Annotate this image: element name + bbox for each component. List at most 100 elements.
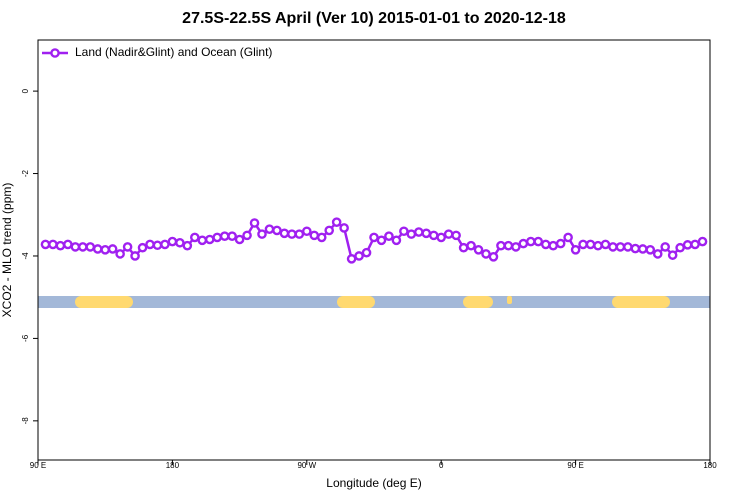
data-point: [518, 238, 529, 249]
data-point: [443, 229, 454, 239]
data-point: [272, 225, 282, 236]
data-point: [219, 231, 230, 241]
data-point: [160, 239, 170, 250]
data-point: [660, 242, 671, 252]
data-point: [503, 240, 514, 251]
y-tick-label: -2: [21, 169, 30, 177]
data-point: [264, 224, 275, 234]
data-point: [78, 242, 88, 252]
data-point: [384, 231, 394, 241]
data-point: [511, 242, 521, 252]
data-point: [481, 249, 491, 259]
data-point: [197, 235, 208, 246]
y-tick-label: -8: [21, 417, 30, 425]
data-point: [324, 225, 335, 236]
data-point: [451, 230, 461, 241]
data-point: [175, 237, 185, 248]
data-point: [540, 239, 551, 250]
data-point: [593, 240, 603, 251]
data-point: [533, 236, 544, 247]
data-point: [152, 240, 163, 251]
x-tick-label: 90 E: [30, 461, 46, 470]
data-point: [473, 244, 484, 255]
data-point: [182, 240, 193, 251]
x-tick-label: 0: [439, 461, 444, 470]
data-point: [488, 252, 499, 262]
data-point: [428, 230, 439, 241]
data-point: [55, 240, 66, 251]
x-tick-label: 180: [166, 461, 180, 470]
x-tick-label: 180: [703, 461, 717, 470]
land-band: [337, 296, 375, 308]
land-ocean-band: [38, 296, 710, 308]
data-point: [257, 229, 267, 239]
data-point: [645, 244, 656, 255]
land-band: [507, 296, 512, 304]
data-point: [316, 232, 327, 243]
data-point: [301, 226, 312, 237]
data-point: [682, 240, 693, 250]
data-point: [406, 229, 417, 239]
data-point: [570, 244, 581, 255]
data-point: [309, 230, 320, 241]
data-point: [421, 228, 432, 239]
data-point: [548, 240, 559, 251]
data-point: [242, 230, 252, 241]
data-point: [287, 229, 297, 239]
land-band: [612, 296, 670, 308]
data-point: [361, 247, 372, 258]
x-axis-label: Longitude (deg E): [326, 476, 421, 490]
data-point: [413, 227, 424, 237]
data-point: [638, 244, 648, 254]
data-point: [376, 235, 387, 246]
data-point: [122, 242, 133, 252]
data-point: [145, 239, 155, 250]
data-point: [436, 232, 447, 243]
data-point: [623, 242, 633, 252]
data-point: [526, 236, 536, 247]
data-point: [212, 232, 222, 243]
data-point: [399, 226, 409, 237]
y-axis-label: XCO2 - MLO trend (ppm): [0, 183, 14, 318]
data-point: [227, 231, 237, 241]
y-tick-label: -6: [21, 334, 30, 342]
data-point: [675, 242, 685, 253]
x-tick-label: 90 W: [297, 461, 316, 470]
data-point: [294, 229, 305, 239]
x-tick-label: 90 E: [567, 461, 583, 470]
data-point: [690, 239, 700, 250]
data-point: [391, 235, 402, 246]
data-point: [130, 251, 140, 261]
data-point: [585, 239, 596, 250]
plot-frame: [37, 39, 711, 461]
chart-title: 27.5S-22.5S April (Ver 10) 2015-01-01 to…: [182, 10, 566, 27]
data-point: [608, 242, 618, 252]
data-point: [354, 251, 364, 261]
data-point: [667, 250, 678, 260]
data-point: [630, 243, 641, 254]
data-point: [204, 234, 215, 245]
y-tick-label: -4: [21, 252, 30, 260]
land-band: [75, 296, 133, 308]
data-point: [346, 254, 357, 264]
data-point: [115, 249, 125, 259]
data-point: [458, 242, 469, 253]
data-point: [85, 242, 96, 252]
data-point: [92, 244, 103, 254]
data-point: [369, 232, 379, 243]
data-point: [70, 242, 81, 252]
legend-marker: [50, 48, 60, 58]
data-point: [496, 240, 506, 251]
data-point: [331, 217, 342, 227]
data-point: [234, 234, 245, 245]
data-point: [137, 242, 148, 253]
data-point: [578, 239, 588, 250]
data-point: [339, 223, 349, 233]
data-point: [615, 242, 626, 252]
data-point: [466, 240, 476, 251]
land-band: [463, 296, 493, 308]
data-point: [167, 236, 178, 247]
data-point: [652, 249, 663, 259]
y-tick-label: 0: [21, 88, 30, 93]
data-point: [563, 232, 573, 243]
